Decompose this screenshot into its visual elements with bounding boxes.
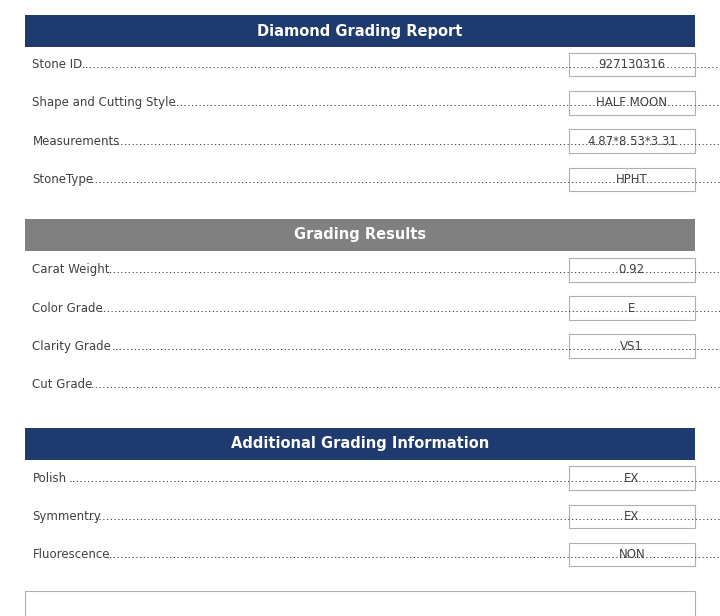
- Text: Measurements: Measurements: [32, 134, 120, 148]
- Text: Stone ID: Stone ID: [32, 58, 83, 71]
- Text: ................................................................................: ........................................…: [88, 378, 720, 391]
- Bar: [569, 91, 695, 115]
- Text: Polish: Polish: [32, 471, 66, 485]
- Text: ................................................................................: ........................................…: [88, 172, 720, 186]
- Bar: [569, 129, 695, 153]
- Bar: [25, 219, 695, 251]
- Text: Additional Grading Information: Additional Grading Information: [231, 436, 489, 451]
- Text: ................................................................................: ........................................…: [81, 58, 720, 71]
- Text: NON: NON: [618, 548, 645, 561]
- Text: ................................................................................: ........................................…: [106, 263, 720, 277]
- Text: ................................................................................: ........................................…: [112, 339, 720, 353]
- Text: EX: EX: [624, 471, 639, 485]
- Text: ................................................................................: ........................................…: [88, 509, 720, 523]
- Text: E: E: [628, 301, 636, 315]
- Text: 927130316: 927130316: [598, 58, 665, 71]
- Bar: [569, 334, 695, 358]
- Text: ................................................................................: ........................................…: [99, 301, 720, 315]
- Bar: [569, 505, 695, 528]
- Bar: [569, 53, 695, 76]
- Text: EX: EX: [624, 509, 639, 523]
- Bar: [25, 591, 695, 616]
- Bar: [569, 258, 695, 282]
- Text: Cut Grade: Cut Grade: [32, 378, 93, 391]
- Text: StoneType: StoneType: [32, 172, 94, 186]
- Text: Grading Results: Grading Results: [294, 227, 426, 242]
- Text: Key To Symbols: Key To Symbols: [296, 600, 424, 615]
- Text: 4.87*8.53*3.31: 4.87*8.53*3.31: [587, 134, 677, 148]
- Text: ................................................................................: ........................................…: [69, 471, 720, 485]
- Bar: [569, 466, 695, 490]
- Text: Shape and Cutting Style: Shape and Cutting Style: [32, 96, 176, 110]
- Text: Color Grade: Color Grade: [32, 301, 103, 315]
- Text: Clarity Grade: Clarity Grade: [32, 339, 112, 353]
- Text: Fluorescence: Fluorescence: [32, 548, 110, 561]
- Text: Diamond Grading Report: Diamond Grading Report: [257, 24, 463, 39]
- Text: HALF MOON: HALF MOON: [596, 96, 667, 110]
- Text: 0.92: 0.92: [618, 263, 645, 277]
- Text: ................................................................................: ........................................…: [106, 548, 720, 561]
- Text: ................................................................................: ........................................…: [174, 96, 720, 110]
- Bar: [25, 15, 695, 47]
- Text: Carat Weight: Carat Weight: [32, 263, 110, 277]
- Bar: [569, 296, 695, 320]
- Text: VS1: VS1: [621, 339, 643, 353]
- Bar: [25, 591, 695, 616]
- Bar: [569, 168, 695, 191]
- Bar: [569, 543, 695, 566]
- Bar: [25, 428, 695, 460]
- Text: HPHT: HPHT: [616, 172, 648, 186]
- Text: Symmentry: Symmentry: [32, 509, 102, 523]
- Text: ................................................................................: ........................................…: [106, 134, 720, 148]
